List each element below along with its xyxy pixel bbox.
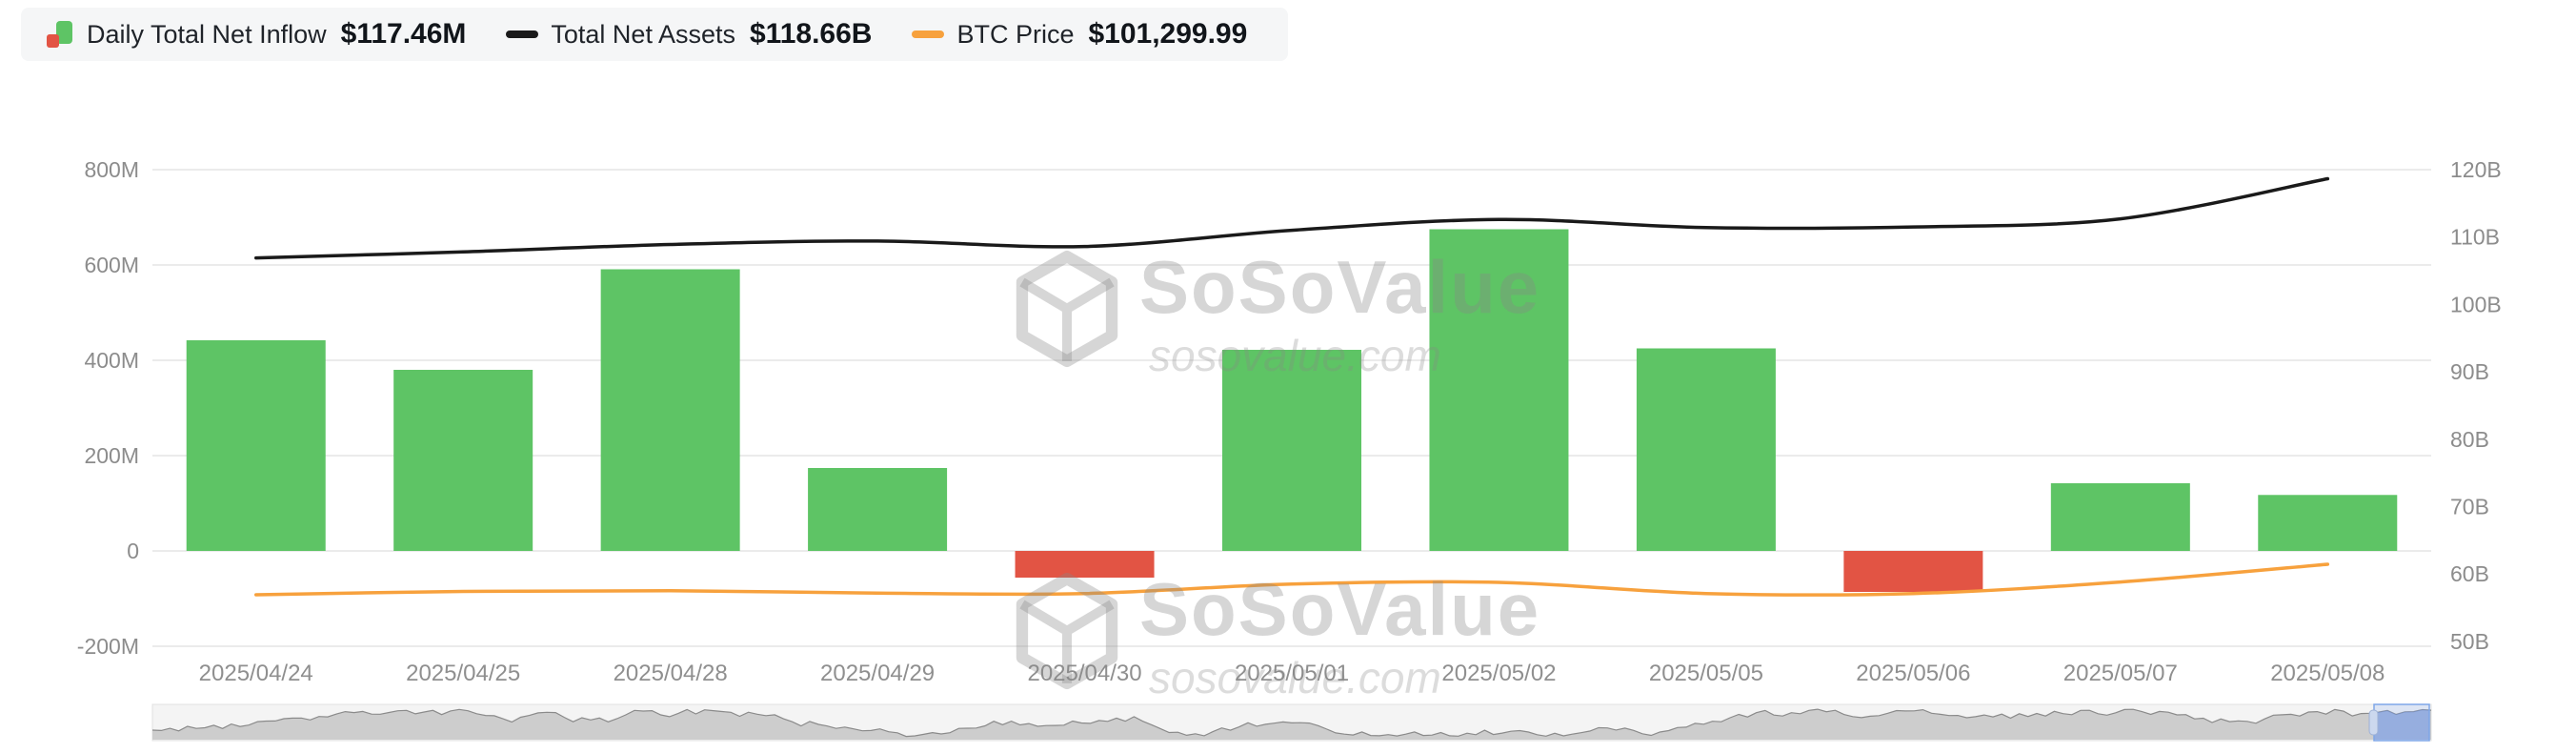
chart-navigator[interactable] (151, 703, 2432, 742)
legend-value: $117.46M (340, 18, 467, 50)
orange-dash-icon (912, 31, 945, 38)
inflow-bars (186, 229, 2398, 592)
x-axis-label: 2025/05/01 (1235, 661, 1349, 686)
inflow-bar[interactable] (1843, 551, 1983, 592)
x-axis-label: 2025/04/28 (614, 661, 728, 686)
inflow-bar[interactable] (1222, 350, 1361, 551)
x-axis-label: 2025/05/08 (2270, 661, 2385, 686)
candle-icon (46, 20, 74, 49)
inflow-bar[interactable] (393, 370, 533, 551)
y-axis-left-label: 600M (84, 253, 139, 277)
y-axis-left-label: 200M (84, 443, 139, 468)
legend-item-total-net-assets[interactable]: Total Net Assets $118.66B (506, 18, 872, 51)
navigator-silhouette (152, 709, 2431, 740)
legend-label: Total Net Assets (551, 19, 735, 49)
y-axis-right-label: 80B (2450, 427, 2489, 452)
navigator-selection[interactable] (2373, 703, 2430, 742)
legend-item-btc-price[interactable]: BTC Price $101,299.99 (912, 18, 1247, 51)
x-axis-label: 2025/05/07 (2063, 661, 2178, 686)
y-axis-right-label: 120B (2450, 157, 2502, 182)
y-axis-right-label: 100B (2450, 292, 2502, 316)
y-axis-right-label: 60B (2450, 561, 2489, 586)
navigator-selection-area (2374, 709, 2429, 740)
inflow-bar[interactable] (1015, 551, 1155, 578)
inflow-bar[interactable] (600, 269, 740, 552)
x-axis-label: 2025/04/25 (406, 661, 520, 686)
legend-label: Daily Total Net Inflow (87, 19, 327, 49)
y-axis-left-label: 0 (127, 539, 139, 563)
navigator-handle[interactable] (2368, 709, 2379, 736)
chart-legend: Daily Total Net Inflow $117.46M Total Ne… (21, 8, 1288, 61)
y-axis-left-label: 400M (84, 348, 139, 373)
x-axis-label: 2025/04/30 (1027, 661, 1141, 686)
x-axis-label: 2025/05/05 (1649, 661, 1763, 686)
inflow-bar[interactable] (2050, 483, 2190, 551)
btc-price-line[interactable] (253, 562, 2330, 597)
inflow-bar[interactable] (2258, 495, 2398, 551)
legend-label: BTC Price (956, 19, 1075, 49)
x-axis-label: 2025/04/24 (199, 661, 313, 686)
y-axis-right-label: 50B (2450, 629, 2489, 654)
total-net-assets-line[interactable] (253, 176, 2330, 260)
legend-value: $101,299.99 (1088, 18, 1248, 50)
black-dash-icon (506, 31, 539, 38)
y-axis-right-label: 70B (2450, 495, 2489, 519)
y-axis-right-label: 110B (2450, 225, 2500, 250)
inflow-bar[interactable] (186, 340, 326, 551)
navigator-outline (151, 708, 2432, 738)
y-axis-left-label: -200M (77, 634, 139, 659)
x-axis-label: 2025/05/06 (1856, 661, 1970, 686)
inflow-bar[interactable] (1636, 348, 1776, 552)
inflow-bar[interactable] (1429, 229, 1569, 552)
x-axis-label: 2025/05/02 (1441, 661, 1556, 686)
legend-value: $118.66B (749, 18, 873, 50)
y-axis-right-label: 90B (2450, 359, 2489, 384)
legend-item-daily-net-inflow[interactable]: Daily Total Net Inflow $117.46M (46, 18, 466, 51)
y-axis-left-label: 800M (84, 157, 139, 182)
inflow-bar[interactable] (808, 468, 948, 551)
x-axis-label: 2025/04/29 (820, 661, 935, 686)
